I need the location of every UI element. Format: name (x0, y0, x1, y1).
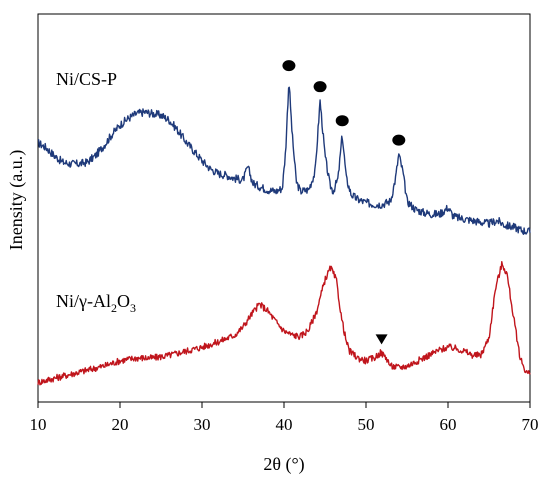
peak-markers (282, 60, 406, 345)
subscript: 2 (111, 301, 117, 315)
subscript: 3 (130, 301, 136, 315)
series-label-part: Ni/γ-Al (56, 291, 111, 311)
x-tick-label: 60 (440, 415, 457, 434)
series-label-part: O (117, 291, 130, 311)
series-line-1 (37, 261, 531, 386)
x-tick-label: 20 (112, 415, 129, 434)
series-label-ni-cs-p: Ni/CS-P (56, 69, 117, 89)
y-axis-title: Inensity (a.u.) (6, 150, 27, 250)
x-axis-ticks: 10 20 30 40 50 60 70 (30, 402, 539, 434)
peak-marker-circle (335, 115, 349, 127)
series-label-ni-gamma-al2o3: Ni/γ-Al2O3 (56, 291, 136, 315)
x-tick-label: 10 (30, 415, 47, 434)
peak-marker-circle (313, 81, 327, 93)
x-tick-label: 40 (276, 415, 293, 434)
x-axis-title: 2θ (°) (263, 454, 304, 475)
peak-marker-circle (282, 60, 296, 72)
peak-marker-triangle (375, 334, 388, 345)
series-layer (37, 86, 531, 386)
x-tick-label: 30 (194, 415, 211, 434)
x-tick-label: 50 (358, 415, 375, 434)
series-line-0 (37, 86, 531, 235)
x-tick-label: 70 (522, 415, 539, 434)
peak-marker-circle (392, 134, 406, 146)
